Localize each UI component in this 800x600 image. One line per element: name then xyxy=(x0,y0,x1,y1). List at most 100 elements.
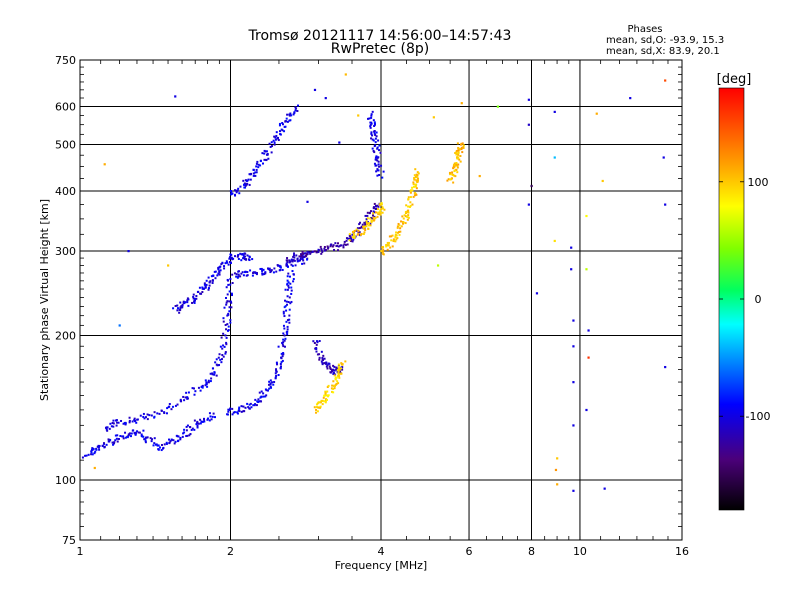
trace-point xyxy=(339,372,342,375)
trace-point xyxy=(207,288,210,291)
trace-point xyxy=(95,448,98,451)
trace-point xyxy=(268,268,271,271)
trace-point xyxy=(256,400,259,403)
trace-point xyxy=(222,344,225,347)
trace-point xyxy=(358,223,361,226)
trace-point xyxy=(351,233,354,236)
trace-point xyxy=(382,250,385,253)
trace-point xyxy=(177,435,180,438)
trace-point xyxy=(218,271,221,274)
scatter-point xyxy=(554,468,558,472)
trace-point xyxy=(133,432,136,435)
trace-point xyxy=(395,234,398,237)
trace-point xyxy=(235,191,238,194)
trace-point xyxy=(165,441,168,444)
trace-point xyxy=(288,114,291,117)
trace-point xyxy=(365,222,368,225)
trace-point xyxy=(144,437,147,440)
trace-point xyxy=(285,263,288,266)
trace-point xyxy=(296,258,299,261)
trace-point xyxy=(110,425,113,428)
trace-point xyxy=(209,415,212,418)
trace-point xyxy=(342,246,345,249)
trace-point xyxy=(320,360,323,363)
trace-point xyxy=(243,183,246,186)
trace-point xyxy=(255,404,258,407)
trace-point xyxy=(453,174,456,177)
trace-point xyxy=(293,252,296,255)
trace-point xyxy=(285,262,288,265)
trace-point xyxy=(353,237,356,240)
trace-point xyxy=(168,402,171,405)
trace-point xyxy=(324,362,327,365)
trace-point xyxy=(398,230,401,233)
trace-point xyxy=(224,352,227,355)
trace-point xyxy=(230,306,233,309)
trace-point xyxy=(286,257,289,260)
trace-point xyxy=(267,268,270,271)
trace-point xyxy=(115,424,118,427)
trace-point xyxy=(286,275,289,278)
trace-point xyxy=(319,401,322,404)
trace-point xyxy=(219,358,222,361)
trace-point xyxy=(230,257,233,260)
trace-point xyxy=(414,168,417,171)
trace-point xyxy=(401,215,404,218)
scatter-point xyxy=(572,319,575,322)
trace-point xyxy=(377,213,380,216)
trace-point xyxy=(359,221,362,224)
trace-point xyxy=(284,125,287,128)
trace-point xyxy=(274,372,277,375)
trace-point xyxy=(412,195,415,198)
trace-point xyxy=(305,253,308,256)
trace-point xyxy=(408,205,411,208)
trace-point xyxy=(166,407,169,410)
trace-point xyxy=(225,303,228,306)
trace-point xyxy=(225,341,228,344)
trace-point xyxy=(142,415,145,418)
trace-point xyxy=(115,437,118,440)
trace-point xyxy=(192,295,195,298)
trace-point xyxy=(348,234,351,237)
trace-point xyxy=(236,412,239,415)
trace-point xyxy=(392,238,395,241)
trace-point xyxy=(225,336,228,339)
trace-point xyxy=(193,428,196,431)
trace-point xyxy=(382,248,385,251)
trace-point xyxy=(128,432,131,435)
trace-point xyxy=(150,440,153,443)
trace-point xyxy=(229,300,232,303)
trace-point xyxy=(134,432,137,435)
trace-point xyxy=(142,429,145,432)
trace-point xyxy=(403,214,406,217)
trace-point xyxy=(285,117,288,120)
trace-point xyxy=(224,334,227,337)
trace-point xyxy=(251,258,254,261)
trace-point xyxy=(186,396,189,399)
trace-point xyxy=(279,365,282,368)
trace-point xyxy=(195,294,198,297)
trace-point xyxy=(324,390,327,393)
scatter-point xyxy=(527,123,530,126)
scatter-point xyxy=(556,457,559,460)
trace-point xyxy=(388,235,391,238)
trace-point xyxy=(134,433,137,436)
trace-point xyxy=(414,175,417,178)
trace-point xyxy=(390,235,393,238)
trace-point xyxy=(248,259,251,262)
trace-point xyxy=(262,162,265,165)
trace-point xyxy=(179,438,182,441)
trace-point xyxy=(282,353,285,356)
trace-point xyxy=(176,309,179,312)
trace-point xyxy=(286,303,289,306)
x-tick-label: 8 xyxy=(528,545,535,558)
trace-point xyxy=(455,149,458,152)
trace-point xyxy=(211,367,214,370)
trace-point xyxy=(337,242,340,245)
trace-point xyxy=(263,152,266,155)
trace-point xyxy=(193,297,196,300)
trace-point xyxy=(409,191,412,194)
trace-point xyxy=(136,430,139,433)
trace-point xyxy=(186,434,189,437)
trace-point xyxy=(376,208,379,211)
